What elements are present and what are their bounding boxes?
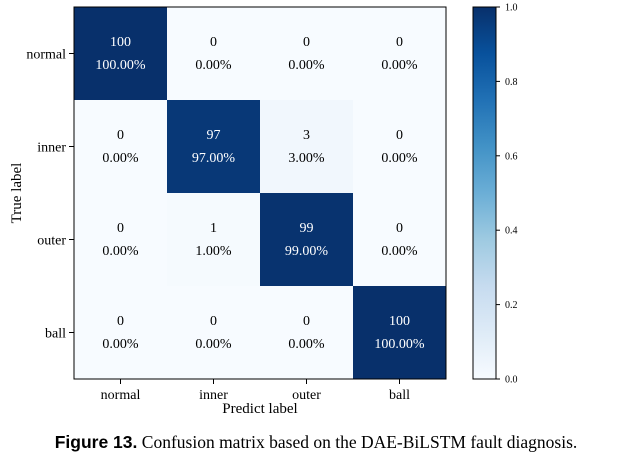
figure-caption: Figure 13. Confusion matrix based on the… xyxy=(0,432,632,453)
cell-percent-label: 0.00% xyxy=(381,244,418,259)
colorbar-tick-label: 0.6 xyxy=(505,151,518,162)
cell-count-label: 0 xyxy=(210,35,217,50)
cell-count-label: 3 xyxy=(303,128,310,143)
y-tick-label: inner xyxy=(37,141,66,156)
x-tick-label: ball xyxy=(389,388,410,403)
matrix-cell-ball-normal xyxy=(74,286,167,379)
cell-count-label: 0 xyxy=(396,221,403,236)
colorbar-tick-label: 1.0 xyxy=(505,3,518,14)
cell-percent-label: 3.00% xyxy=(288,151,325,166)
x-tick-label: outer xyxy=(292,388,321,403)
matrix-cells: 100100.00%00.00%00.00%00.00%00.00%9797.0… xyxy=(74,7,446,379)
matrix-cell-ball-ball xyxy=(353,286,446,379)
matrix-cell-inner-normal xyxy=(74,100,167,193)
cell-percent-label: 0.00% xyxy=(195,337,232,352)
cell-percent-label: 100.00% xyxy=(374,337,425,352)
cell-count-label: 0 xyxy=(117,314,124,329)
cell-count-label: 99 xyxy=(300,221,314,236)
colorbar xyxy=(472,6,497,380)
x-axis-label: Predict label xyxy=(222,401,297,417)
matrix-cell-outer-inner xyxy=(167,193,260,286)
matrix-cell-outer-normal xyxy=(74,193,167,286)
caption-text: Confusion matrix based on the DAE-BiLSTM… xyxy=(137,432,578,452)
cell-count-label: 100 xyxy=(110,35,131,50)
cell-percent-label: 0.00% xyxy=(102,151,139,166)
matrix-cell-ball-outer xyxy=(260,286,353,379)
y-axis-ticks: normal inner outer ball xyxy=(26,48,74,342)
x-axis-ticks: normal inner outer ball xyxy=(101,379,410,403)
cell-count-label: 0 xyxy=(303,314,310,329)
matrix-cell-inner-inner xyxy=(167,100,260,193)
cell-percent-label: 0.00% xyxy=(102,244,139,259)
y-tick-label: ball xyxy=(45,327,66,342)
matrix-cell-ball-inner xyxy=(167,286,260,379)
cell-percent-label: 0.00% xyxy=(195,58,232,73)
cell-count-label: 0 xyxy=(303,35,310,50)
cell-percent-label: 99.00% xyxy=(285,244,329,259)
matrix-cell-normal-outer xyxy=(260,7,353,100)
colorbar-tick-label: 0.2 xyxy=(505,300,518,311)
cell-percent-label: 97.00% xyxy=(192,151,236,166)
colorbar-tick-label: 0.8 xyxy=(505,77,518,88)
matrix-cell-inner-outer xyxy=(260,100,353,193)
cell-percent-label: 0.00% xyxy=(288,337,325,352)
matrix-cell-normal-normal xyxy=(74,7,167,100)
cell-count-label: 0 xyxy=(117,221,124,236)
confusion-matrix-chart: 100100.00%00.00%00.00%00.00%00.00%9797.0… xyxy=(9,3,518,418)
cell-percent-label: 1.00% xyxy=(195,244,232,259)
cell-count-label: 97 xyxy=(207,128,221,143)
colorbar-ticks: 0.0 0.2 0.4 0.6 0.8 1.0 xyxy=(496,3,518,386)
y-tick-label: outer xyxy=(37,234,66,249)
cell-percent-label: 0.00% xyxy=(102,337,139,352)
cell-count-label: 0 xyxy=(210,314,217,329)
cell-count-label: 100 xyxy=(389,314,410,329)
cell-count-label: 0 xyxy=(396,35,403,50)
matrix-cell-normal-ball xyxy=(353,7,446,100)
cell-percent-label: 100.00% xyxy=(95,58,146,73)
x-tick-label: inner xyxy=(199,388,228,403)
x-tick-label: normal xyxy=(101,388,141,403)
cell-percent-label: 0.00% xyxy=(381,151,418,166)
cell-count-label: 0 xyxy=(117,128,124,143)
cell-percent-label: 0.00% xyxy=(381,58,418,73)
matrix-cell-outer-outer xyxy=(260,193,353,286)
matrix-cell-outer-ball xyxy=(353,193,446,286)
caption-label: Figure 13. xyxy=(54,432,138,452)
cell-percent-label: 0.00% xyxy=(288,58,325,73)
y-tick-label: normal xyxy=(26,48,66,63)
plot-frame xyxy=(73,6,447,380)
cell-count-label: 1 xyxy=(210,221,217,236)
y-axis-label: True label xyxy=(9,163,25,224)
matrix-cell-inner-ball xyxy=(353,100,446,193)
matrix-cell-normal-inner xyxy=(167,7,260,100)
colorbar-tick-label: 0.4 xyxy=(505,226,518,237)
colorbar-tick-label: 0.0 xyxy=(505,375,518,386)
cell-count-label: 0 xyxy=(396,128,403,143)
